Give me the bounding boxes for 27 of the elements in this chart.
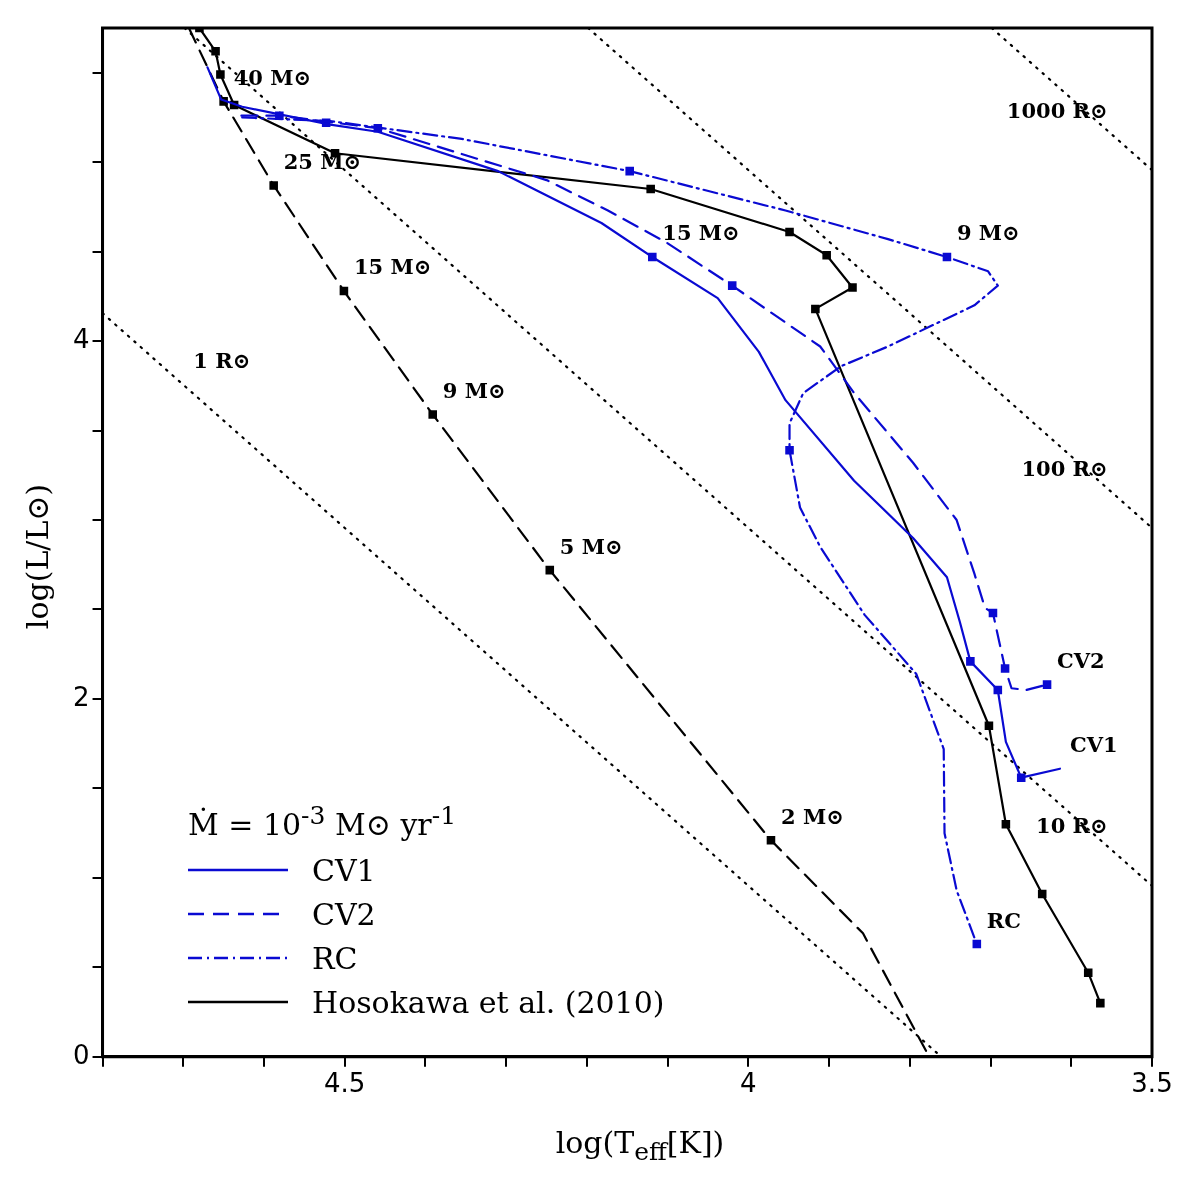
annotation: 1 R⊙ — [193, 348, 251, 374]
annotation: 2 M⊙ — [780, 803, 844, 829]
legend-label: CV1 — [312, 852, 376, 888]
y-tick-label: 0 — [73, 1039, 90, 1070]
annotation: CV2 — [1057, 648, 1105, 674]
annotation: 40 M⊙ — [233, 64, 312, 90]
legend-label: CV2 — [312, 896, 376, 932]
annotation: 9 M⊙ — [442, 377, 506, 403]
x-tick-label: 4.5 — [324, 1068, 366, 1099]
annotation: CV1 — [1069, 732, 1118, 758]
y-tick-label: 4 — [73, 323, 90, 354]
legend-label: Hosokawa et al. (2010) — [312, 984, 665, 1020]
y-axis-title: log(L/L⊙) — [20, 483, 56, 629]
annotation: 9 M⊙ — [956, 220, 1020, 246]
legend-label: RC — [312, 940, 358, 976]
x-tick-label: 3.5 — [1131, 1068, 1173, 1099]
annotation: 10 R⊙ — [1036, 813, 1108, 839]
annotation: 15 M⊙ — [353, 254, 432, 280]
x-axis-title: log(T$_{eff}$[K]) — [554, 1125, 726, 1166]
annotation: 100 R⊙ — [1021, 455, 1108, 481]
annotation: RC — [986, 907, 1021, 933]
annotation: 1000 R⊙ — [1006, 97, 1108, 123]
y-tick-label: 2 — [73, 681, 90, 712]
x-tick-label: 4 — [740, 1068, 757, 1099]
legend-title: Ṁ = 10$^{-3}$ M⊙ yr$^{-1}$ — [188, 801, 458, 842]
annotation: 5 M⊙ — [559, 533, 623, 559]
annotation: 15 M⊙ — [662, 220, 740, 246]
